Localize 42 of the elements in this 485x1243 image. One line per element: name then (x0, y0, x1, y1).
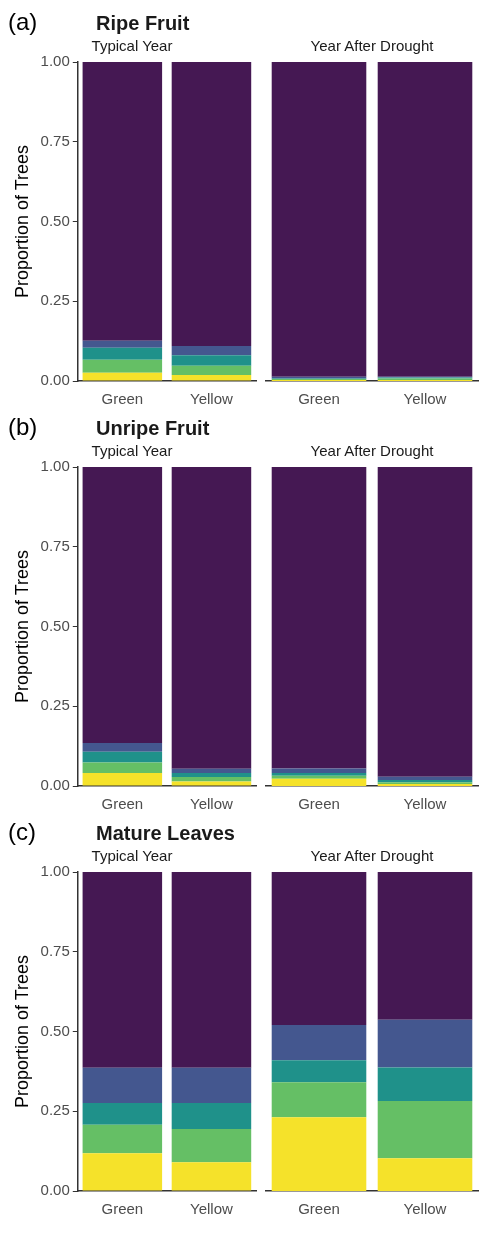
y-tick-label: 1.00 (40, 52, 70, 70)
x-tick-label: Green (101, 795, 144, 813)
y-tick-label: 0.00 (40, 371, 70, 389)
chart-subtitle: Year After Drought (310, 442, 435, 460)
y-axis-title: Proportion of Trees (11, 144, 32, 299)
y-axis-title: Proportion of Trees (11, 549, 32, 704)
y-tick-label: 1.00 (40, 457, 70, 475)
chart-subtitle: Year After Drought (310, 847, 435, 865)
y-tick-label: 0.25 (40, 291, 70, 309)
y-tick-label: 0.75 (40, 536, 70, 554)
y-axis-title: Proportion of Trees (11, 954, 32, 1109)
x-tick-label: Yellow (403, 1200, 447, 1218)
x-tick-label: Yellow (190, 795, 234, 813)
y-tick-label: 0.25 (40, 1101, 70, 1119)
y-tick-label: 0.50 (40, 211, 70, 229)
x-tick-label: Green (101, 1200, 144, 1218)
chart-title: Ripe Fruit (96, 12, 190, 35)
x-tick-label: Yellow (403, 390, 447, 408)
y-tick-label: 0.50 (40, 1021, 70, 1039)
text: (b) (8, 413, 38, 441)
x-tick-label: Yellow (190, 1200, 234, 1218)
x-tick-label: Green (101, 390, 144, 408)
y-tick-label: 0.00 (40, 1181, 70, 1199)
x-tick-label: Yellow (403, 795, 447, 813)
chart-subtitle: Typical Year (91, 847, 173, 865)
text: (a) (8, 8, 38, 36)
text: (c) (8, 818, 36, 846)
chart-title: Unripe Fruit (96, 417, 210, 440)
y-tick-label: 0.25 (40, 696, 70, 714)
x-tick-label: Green (298, 795, 340, 813)
x-tick-label: Yellow (190, 390, 234, 408)
x-tick-label: Green (298, 1200, 340, 1218)
chart-title: Mature Leaves (96, 822, 235, 845)
y-tick-label: 1.00 (40, 862, 70, 880)
y-tick-label: 0.75 (40, 131, 70, 149)
y-tick-label: 0.50 (40, 616, 70, 634)
y-tick-label: 0.00 (40, 776, 70, 794)
chart-subtitle: Typical Year (91, 442, 173, 460)
x-tick-label: Green (298, 390, 340, 408)
y-tick-label: 0.75 (40, 941, 70, 959)
chart-subtitle: Typical Year (91, 37, 173, 55)
chart-subtitle: Year After Drought (310, 37, 435, 55)
